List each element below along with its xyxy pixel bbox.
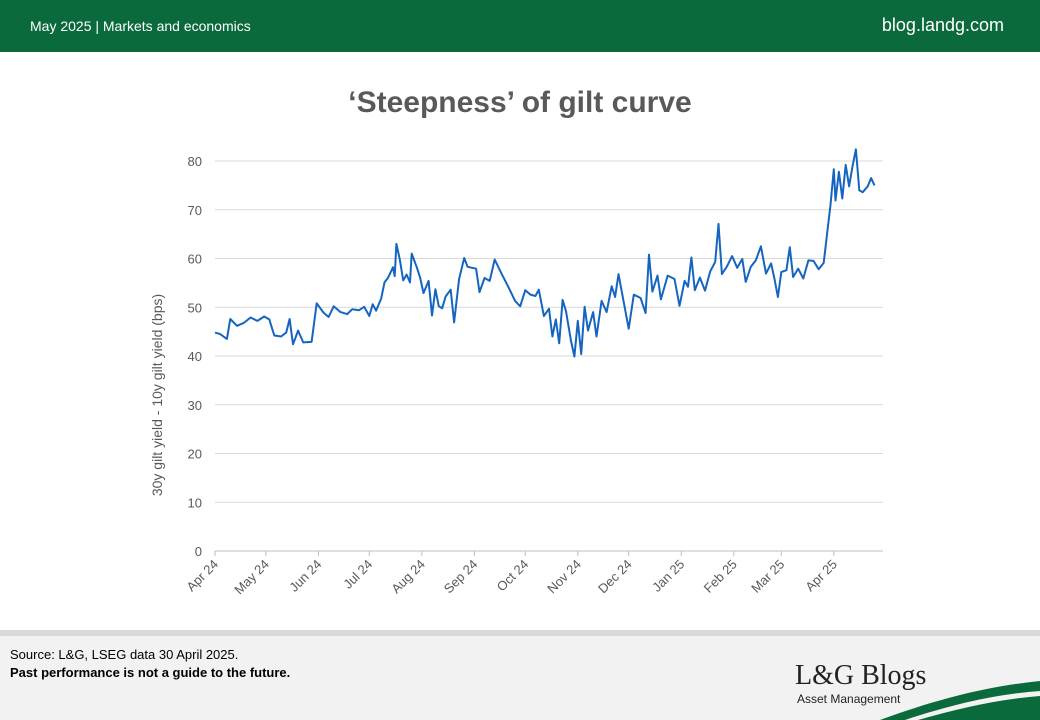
- disclaimer: Past performance is not a guide to the f…: [10, 665, 291, 680]
- y-tick-label: 30: [188, 398, 202, 413]
- logo-text: L&G Blogs: [795, 660, 927, 691]
- x-tick-label: Mar 25: [748, 557, 787, 596]
- x-tick-label: Jan 25: [649, 557, 687, 595]
- x-tick-label: Nov 24: [544, 557, 584, 597]
- y-tick-label: 20: [188, 447, 202, 462]
- y-tick-label: 70: [188, 203, 202, 218]
- line-chart: 0 10 20 30 40 50 60 70 80 Apr 24 May 24 Jun 24 Jul …: [149, 148, 883, 597]
- x-tick-label: Oct 24: [494, 557, 532, 595]
- x-tick-label: Dec 24: [595, 557, 635, 597]
- x-tick-label: Feb 25: [701, 557, 740, 596]
- footer: Source: L&G, LSEG data 30 April 2025. Pa…: [0, 630, 1040, 720]
- grid-lines: [215, 160, 883, 552]
- site-url-link[interactable]: blog.landg.com: [881, 15, 1004, 35]
- header-category: May 2025 | Markets and economics: [30, 18, 251, 34]
- x-tick-label: Aug 24: [388, 557, 428, 597]
- x-tick-label: May 24: [231, 557, 272, 598]
- x-tick-labels: Apr 24 May 24 Jun 24 Jul 24 Aug 24 Sep 24 Oct …: [183, 551, 840, 597]
- source-note: Source: L&G, LSEG data 30 April 2025.: [10, 647, 239, 662]
- logo-subtitle: Asset Management: [797, 692, 901, 706]
- y-tick-label: 50: [188, 300, 202, 315]
- chart-title: ‘Steepness’ of gilt curve: [348, 86, 692, 119]
- y-tick-label: 0: [195, 544, 202, 559]
- y-tick-label: 10: [188, 495, 202, 510]
- x-tick-label: Apr 24: [183, 557, 221, 595]
- y-tick-label: 40: [188, 349, 202, 364]
- y-tick-label: 60: [188, 252, 202, 267]
- series-line: [214, 148, 876, 358]
- y-axis-label: 30y gilt yield - 10y gilt yield (bps): [149, 294, 165, 496]
- x-tick-label: Jun 24: [286, 557, 324, 595]
- y-tick-labels: 0 10 20 30 40 50 60 70 80: [188, 154, 202, 559]
- logo-swoosh-icon: [880, 681, 1040, 720]
- y-tick-label: 80: [188, 154, 202, 169]
- x-tick-label: Sep 24: [441, 557, 481, 597]
- header-bar: May 2025 | Markets and economics blog.la…: [0, 0, 1040, 52]
- x-tick-label: Apr 25: [802, 557, 840, 595]
- x-tick-label: Jul 24: [340, 557, 375, 592]
